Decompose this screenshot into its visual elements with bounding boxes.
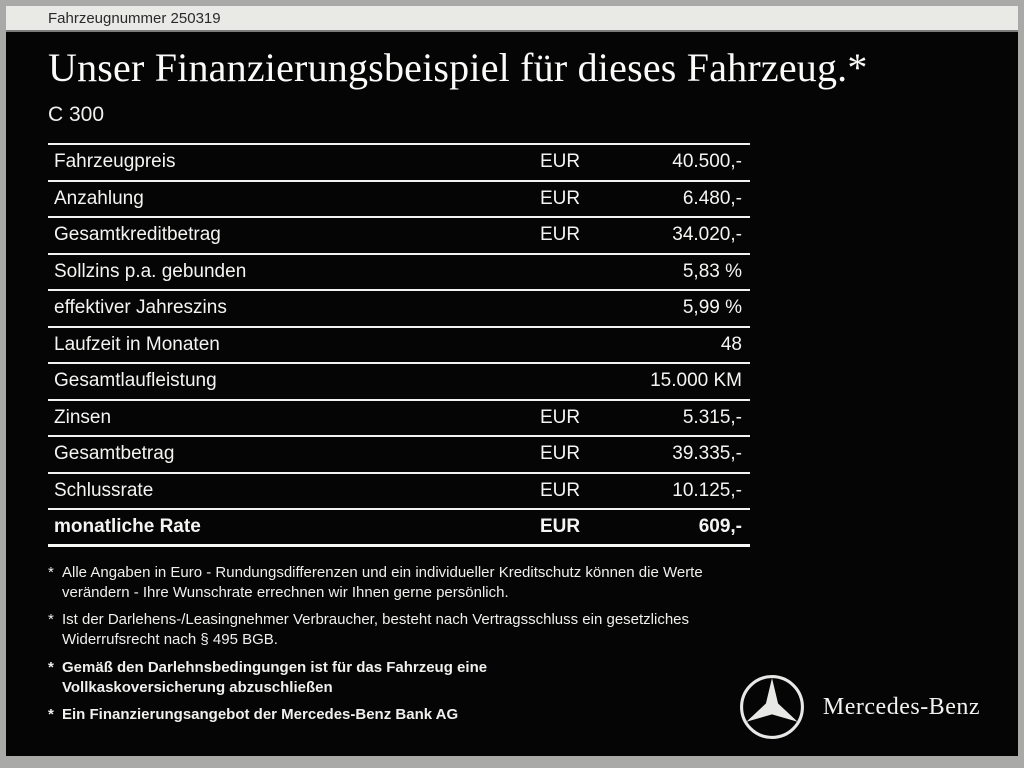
row-value: 39.335,- <box>672 443 742 465</box>
row-value: 5,99 % <box>682 297 742 319</box>
row-value: 40.500,- <box>672 151 742 173</box>
row-value: 6.480,- <box>682 187 742 209</box>
footnote-text: Ein Finanzierungsangebot der Mercedes-Be… <box>62 706 459 723</box>
row-label: Fahrzeugpreis <box>54 151 176 173</box>
footnote-text: Ist der Darlehens-/Leasingnehmer Verbrau… <box>62 611 690 649</box>
row-label: Sollzins p.a. gebunden <box>54 260 247 282</box>
table-row-sollzins: Sollzins p.a. gebunden 5,83 % <box>48 255 750 291</box>
footnotes: * Alle Angaben in Euro - Rundungsdiffere… <box>48 563 1018 726</box>
row-currency: EUR <box>540 151 581 173</box>
table-row-schlussrate: Schlussrate EUR 10.125,- <box>48 474 750 510</box>
row-label: Laufzeit in Monaten <box>54 333 220 355</box>
row-label: effektiver Jahreszins <box>54 297 227 319</box>
footnote-text: Gemäß den Darlehnsbedingungen ist für da… <box>62 658 488 696</box>
table-row-anzahlung: Anzahlung EUR 6.480,- <box>48 182 750 218</box>
footnote-marker: * <box>48 658 54 676</box>
row-value: 5,83 % <box>682 260 742 282</box>
row-value: 609,- <box>698 515 742 537</box>
table-row-laufzeit: Laufzeit in Monaten 48 <box>48 328 750 364</box>
brand-area: Mercedes-Benz <box>739 674 980 740</box>
model-name: C 300 <box>48 103 105 126</box>
row-label: Gesamtlaufleistung <box>54 370 217 392</box>
table-row-gesamtkreditbetrag: Gesamtkreditbetrag EUR 34.020,- <box>48 218 750 255</box>
row-label: Gesamtbetrag <box>54 443 175 465</box>
mercedes-star-icon <box>739 675 804 739</box>
content-area: Unser Finanzierungsbeispiel für dieses F… <box>6 32 1018 754</box>
table-row-fahrzeugpreis: Fahrzeugpreis EUR 40.500,- <box>48 145 750 182</box>
row-label: Schlussrate <box>54 479 154 501</box>
row-currency: EUR <box>540 443 581 465</box>
footnote-text: Alle Angaben in Euro - Rundungsdifferenz… <box>62 563 703 601</box>
page-title: Unser Finanzierungsbeispiel für dieses F… <box>48 45 868 90</box>
footnote-marker: * <box>48 611 54 628</box>
row-value: 5.315,- <box>682 406 742 428</box>
footnote-widerrufsrecht: * Ist der Darlehens-/Leasingnehmer Verbr… <box>48 610 1018 651</box>
table-row-gesamtbetrag: Gesamtbetrag EUR 39.335,- <box>48 437 750 474</box>
row-currency: EUR <box>540 187 581 209</box>
row-currency: EUR <box>540 406 581 428</box>
table-row-zinsen: Zinsen EUR 5.315,- <box>48 401 750 437</box>
table-row-monatliche-rate: monatliche Rate EUR 609,- <box>48 510 750 547</box>
footnote-marker: * <box>48 706 54 723</box>
financing-table: Fahrzeugpreis EUR 40.500,- Anzahlung EUR… <box>48 143 750 547</box>
row-label: Gesamtkreditbetrag <box>54 224 221 246</box>
row-currency: EUR <box>540 479 581 501</box>
footnote-marker: * <box>48 563 54 581</box>
row-value: 48 <box>720 333 742 355</box>
row-value: 10.125,- <box>672 479 742 501</box>
table-row-effektiver-jahreszins: effektiver Jahreszins 5,99 % <box>48 291 750 328</box>
brand-name: Mercedes-Benz <box>822 693 980 720</box>
table-row-gesamtlaufleistung: Gesamtlaufleistung 15.000 KM <box>48 364 750 401</box>
row-label: Zinsen <box>54 406 112 428</box>
row-currency: EUR <box>540 515 581 537</box>
footnote-vollkaskoversicherung: * Gemäß den Darlehnsbedingungen ist für … <box>48 658 1018 699</box>
row-value: 15.000 KM <box>650 370 742 392</box>
row-label: Anzahlung <box>54 187 144 209</box>
row-currency: EUR <box>540 224 581 246</box>
vehicle-number-bar: Fahrzeugnummer 250319 <box>6 6 1018 32</box>
row-value: 34.020,- <box>672 224 742 246</box>
footnote-rundungsdifferenzen: * Alle Angaben in Euro - Rundungsdiffere… <box>48 563 1018 604</box>
row-label: monatliche Rate <box>54 515 201 537</box>
vehicle-number: Fahrzeugnummer 250319 <box>48 9 221 27</box>
footnote-finanzierungsangebot: * Ein Finanzierungsangebot der Mercedes-… <box>48 705 1018 725</box>
